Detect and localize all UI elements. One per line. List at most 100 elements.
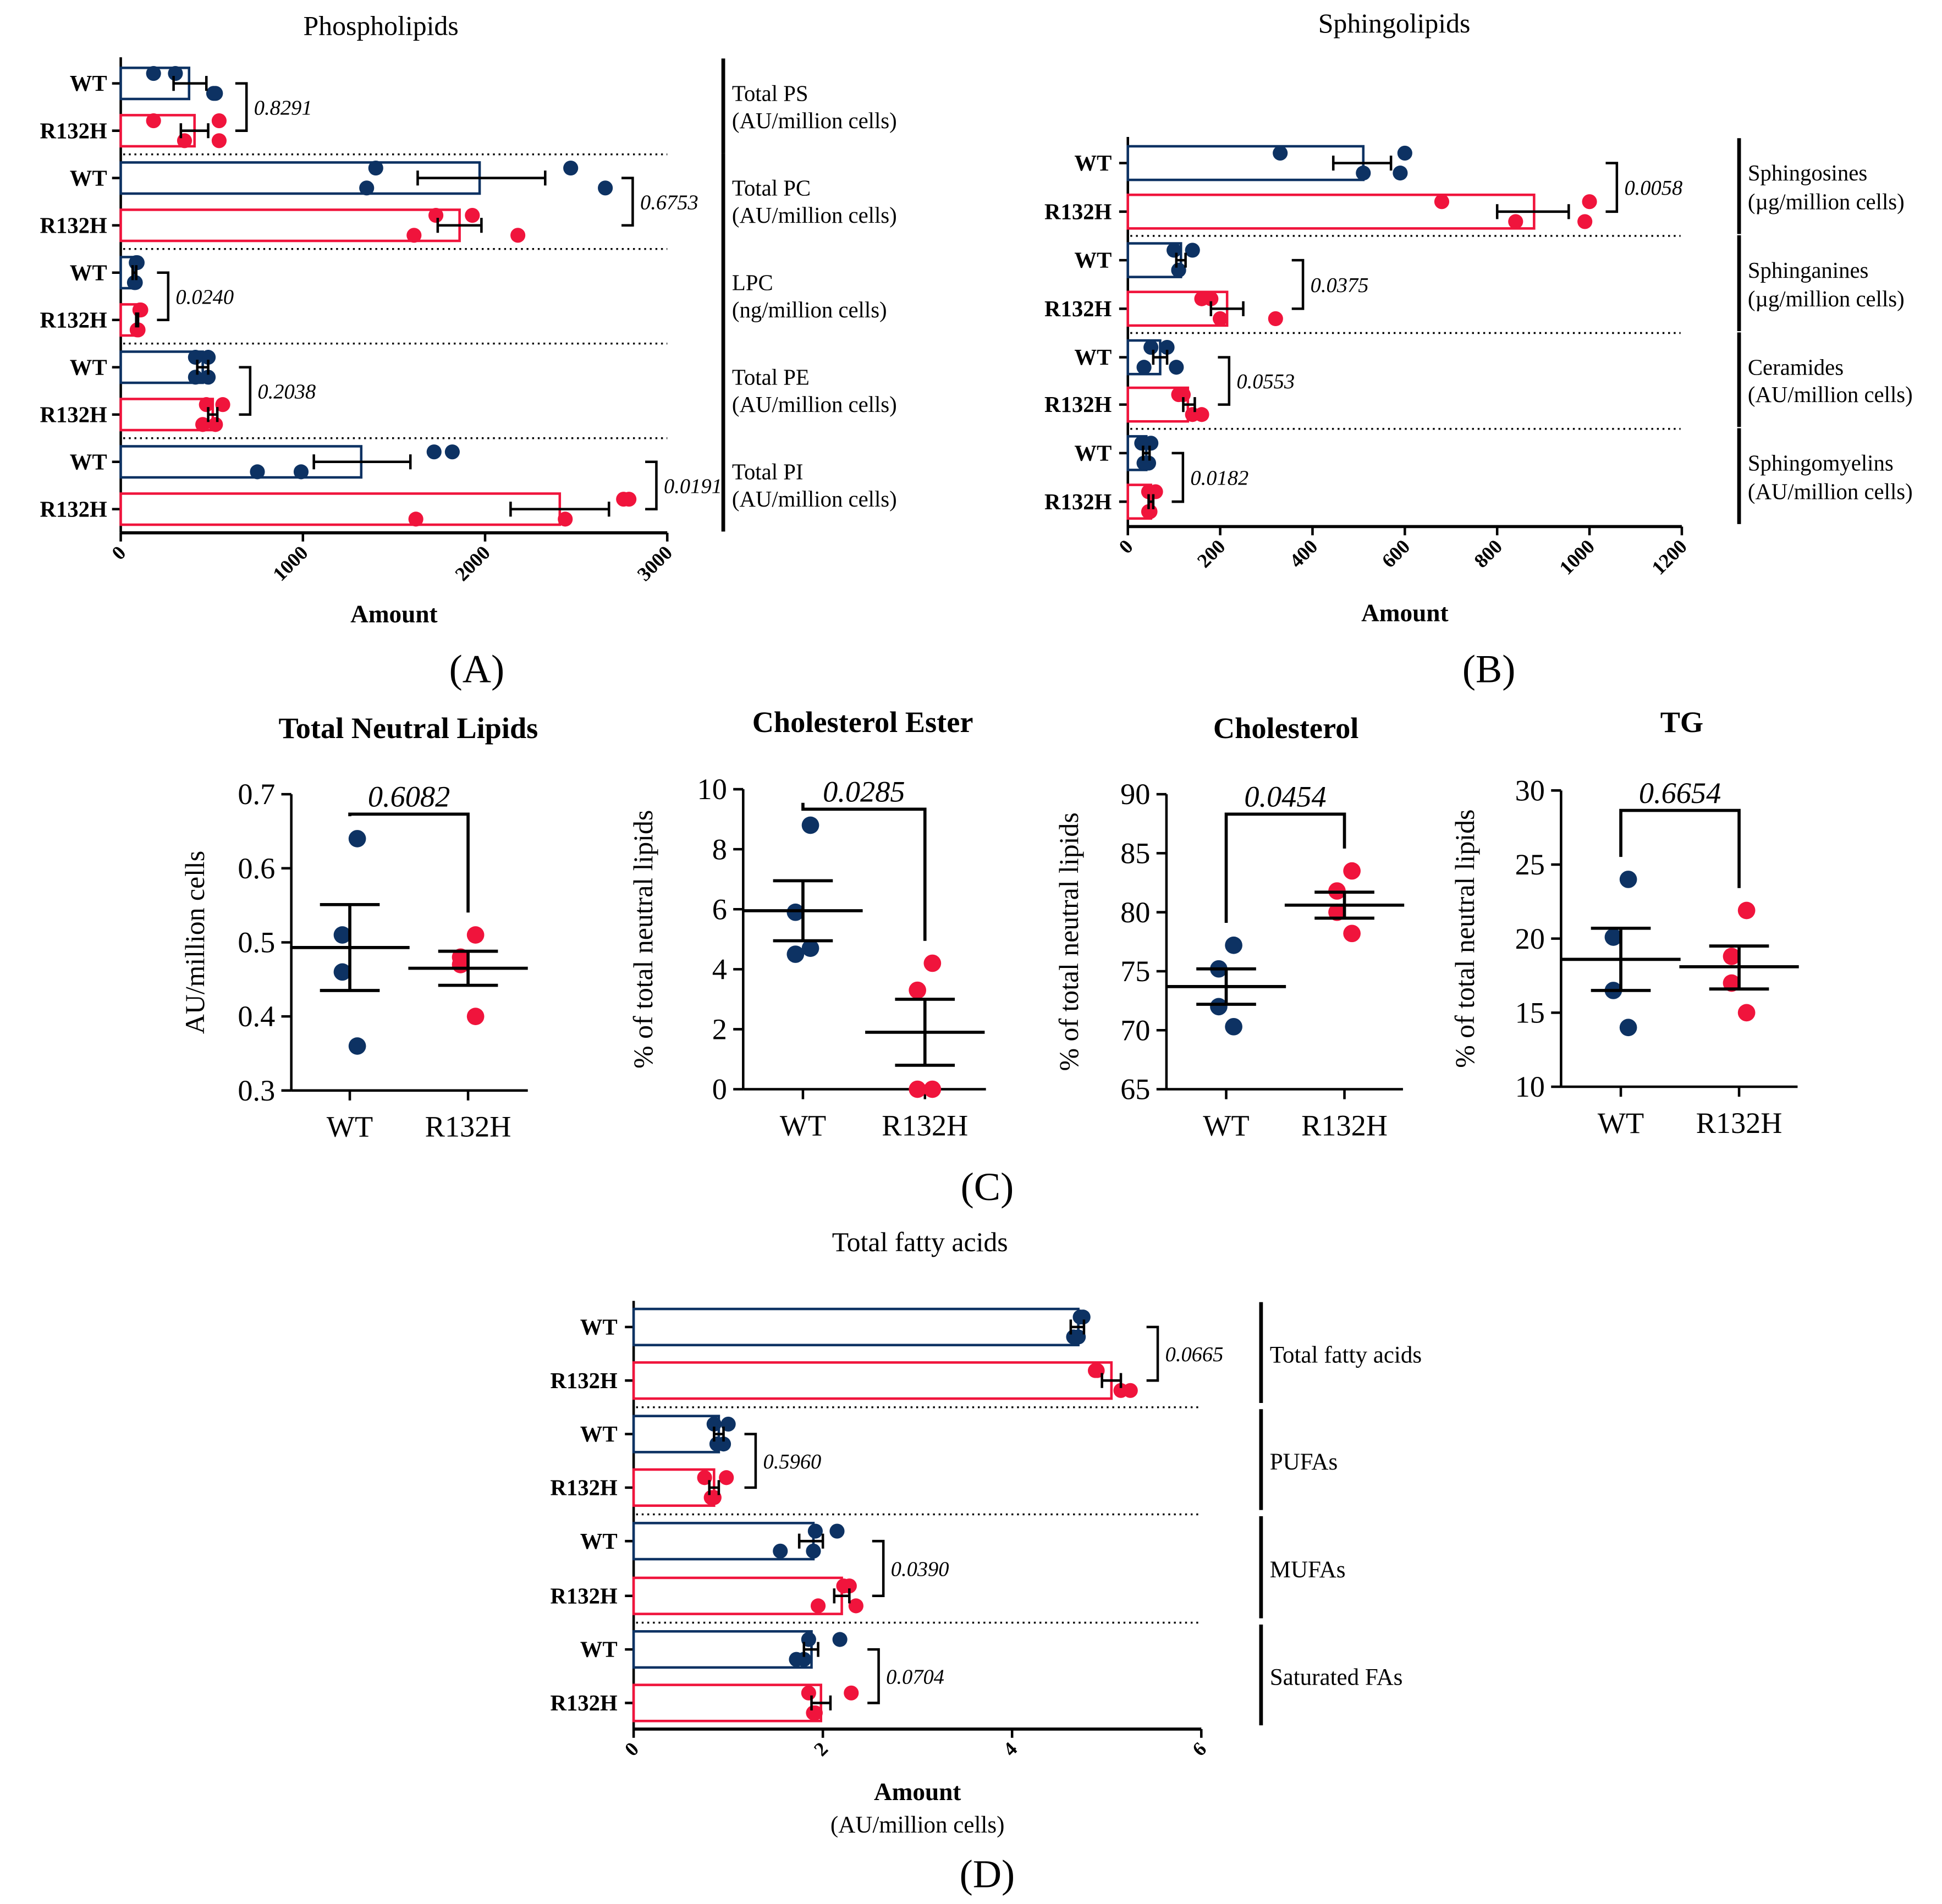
x-tick-label: 400 <box>1285 535 1322 572</box>
data-point <box>200 370 216 385</box>
data-point <box>408 511 423 527</box>
group-lpc: WT R132H 0.0240 LPC (ng/million cells) <box>40 247 887 343</box>
group-unit: (µg/million cells) <box>1748 189 1905 214</box>
y-axis-label: % of total neutral lipids <box>628 810 658 1069</box>
data-point <box>333 963 351 981</box>
chart-panel-0: Phospholipids 0 1000 2000 3000 Amount WT R132H 0… <box>40 10 896 691</box>
data-point <box>703 1490 719 1505</box>
data-point <box>1619 1019 1637 1037</box>
chart-title: Sphingolipids <box>1318 8 1471 38</box>
data-point <box>923 1080 942 1098</box>
data-point <box>1171 262 1186 278</box>
data-point <box>810 1598 826 1614</box>
p-value: 0.6753 <box>640 191 698 214</box>
group-sphinganines: WT R132H 0.0375 Sphinganines (µg/million cel… <box>1044 235 1905 332</box>
y-tick-label: 0.6 <box>238 852 275 885</box>
p-value: 0.6082 <box>368 780 450 813</box>
group-total-fatty-acids: WT R132H 0.0665 Total fatty acids <box>550 1302 1422 1403</box>
y-tick-label: 10 <box>697 773 727 806</box>
significance-bracket <box>1218 356 1231 406</box>
significance-bracket <box>645 460 658 511</box>
data-point <box>1194 291 1209 306</box>
row-label-r132h: R132H <box>550 1691 618 1715</box>
row-label-r132h: R132H <box>1044 199 1112 224</box>
data-point <box>211 133 227 148</box>
y-tick-label: 8 <box>712 833 727 866</box>
data-point <box>598 180 613 196</box>
group-unit: (ng/million cells) <box>732 298 887 322</box>
data-point <box>188 350 203 365</box>
significance-bracket <box>1224 812 1346 923</box>
row-label-r132h: R132H <box>1044 489 1112 514</box>
data-point <box>348 1037 366 1055</box>
data-point <box>466 926 485 944</box>
chart-panel-3: Cholesterol Ester 0 2 4 6 8 10 % of total neutr… <box>628 706 986 1142</box>
bar-r132h <box>1126 193 1536 230</box>
p-value: 0.0191 <box>664 475 722 498</box>
chart-title: Cholesterol Ester <box>752 706 973 739</box>
data-point <box>211 113 227 129</box>
row-label-wt: WT <box>70 355 107 379</box>
data-point <box>1723 948 1741 965</box>
p-value: 0.0704 <box>886 1665 944 1688</box>
data-point <box>786 945 805 963</box>
data-point <box>333 926 351 944</box>
data-point <box>250 464 265 480</box>
y-tick-label: 80 <box>1120 896 1150 929</box>
group-unit: (AU/million cells) <box>1748 480 1913 504</box>
chart-panel-5: TG 10 15 20 25 30 % of total neutral lipids WT R… <box>1450 706 1799 1140</box>
row-label-r132h: R132H <box>40 497 107 521</box>
data-point <box>1343 862 1361 880</box>
row-label-wt: WT <box>70 449 107 474</box>
group-saturated-fas: WT R132H 0.0704 Saturated FAs <box>550 1624 1403 1726</box>
p-value: 0.6654 <box>1639 777 1721 810</box>
data-point <box>836 1578 851 1594</box>
row-label-r132h: R132H <box>550 1368 618 1393</box>
row-label-wt: WT <box>70 166 107 190</box>
data-point <box>1434 194 1450 210</box>
group-unit: (AU/million cells) <box>732 487 897 511</box>
data-point <box>510 228 526 243</box>
group-label: Saturated FAs <box>1270 1665 1403 1691</box>
data-point <box>806 1705 821 1721</box>
data-point <box>168 65 183 81</box>
group-label: Sphingosines <box>1748 161 1867 185</box>
row-label-r132h: R132H <box>1044 392 1112 417</box>
row-label-wt: WT <box>580 1422 618 1446</box>
group-label: Total PI <box>732 459 804 484</box>
p-value: 0.0665 <box>1165 1343 1224 1366</box>
chart-title: Total fatty acids <box>832 1227 1008 1257</box>
p-value: 0.0553 <box>1236 370 1295 393</box>
significance-bracket <box>867 1648 880 1704</box>
y-tick-label: 0.4 <box>238 1000 275 1033</box>
significance-bracket <box>1291 258 1305 310</box>
group-total-pe: WT R132H 0.2038 Total PE (AU/million cells) <box>40 342 897 437</box>
data-point <box>1737 901 1756 920</box>
y-tick-label: 4 <box>712 953 727 986</box>
group-unit: (AU/million cells) <box>732 392 897 417</box>
data-point <box>1169 360 1184 375</box>
row-label-r132h: R132H <box>40 402 107 427</box>
significance-bracket <box>1605 162 1619 213</box>
y-tick-label: 2 <box>712 1013 727 1046</box>
data-point <box>293 464 309 480</box>
chart-title: Phospholipids <box>304 10 459 41</box>
data-point <box>146 113 161 129</box>
x-tick-label-r132h: R132H <box>1301 1109 1388 1142</box>
panel-letter: (D) <box>960 1851 1015 1896</box>
data-point <box>1185 243 1200 258</box>
x-tick-label-wt: WT <box>780 1109 826 1142</box>
data-point <box>807 1523 823 1539</box>
data-point <box>444 444 460 460</box>
data-point <box>1225 1017 1242 1036</box>
data-point <box>428 208 444 223</box>
x-tick-label-wt: WT <box>1203 1109 1249 1142</box>
group-label: LPC <box>732 270 773 295</box>
data-point <box>1343 925 1361 943</box>
data-point <box>1268 311 1283 327</box>
row-label-wt: WT <box>1074 151 1112 175</box>
x-tick-label-r132h: R132H <box>425 1110 511 1143</box>
x-tick-label: 200 <box>1193 535 1230 572</box>
group-total-pi: WT R132H 0.0191 Total PI (AU/million cells) <box>40 437 897 532</box>
chart-panel-1: Sphingolipids 0 200 400 600 800 1000 1200 Amount… <box>1044 8 1913 691</box>
